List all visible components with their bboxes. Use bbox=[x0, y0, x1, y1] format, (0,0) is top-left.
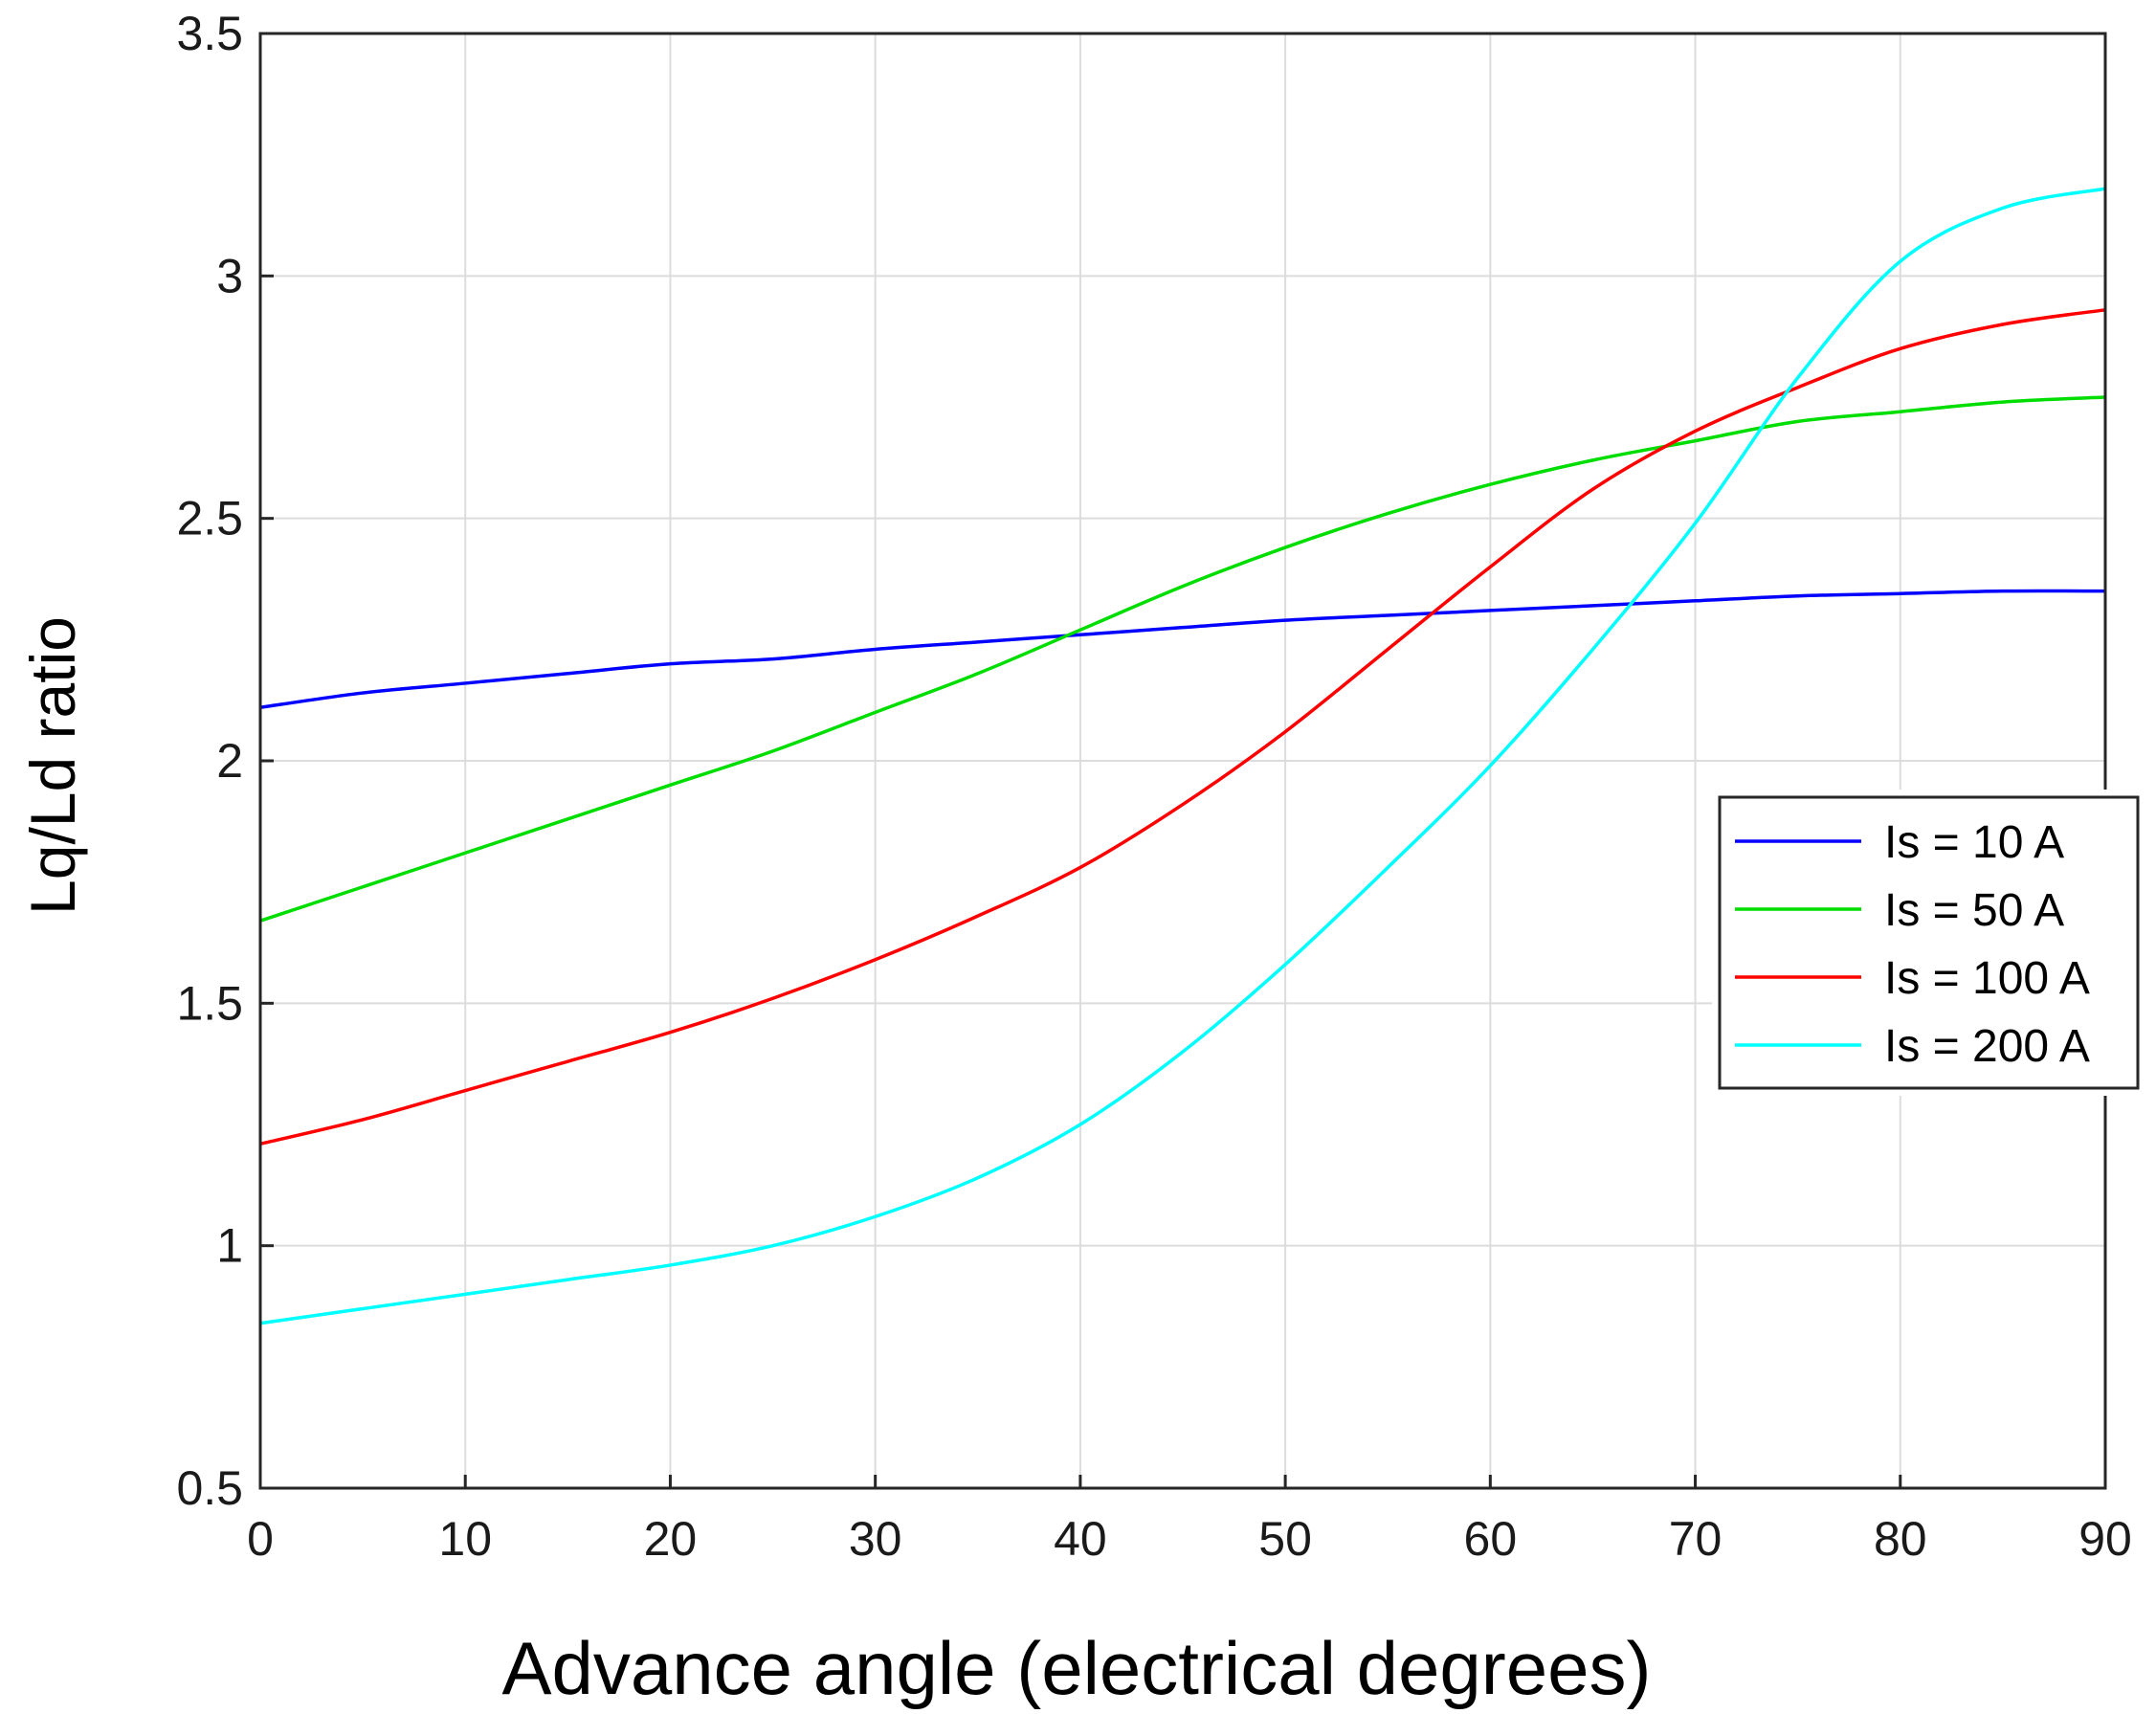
x-tick-label: 60 bbox=[1464, 1512, 1518, 1566]
x-axis-label: Advance angle (electrical degrees) bbox=[501, 1626, 1651, 1710]
x-tick-label: 0 bbox=[247, 1512, 274, 1566]
x-tick-label: 80 bbox=[1874, 1512, 1927, 1566]
y-tick-label: 3.5 bbox=[176, 7, 243, 60]
y-tick-label: 3 bbox=[216, 249, 243, 302]
legend-label-1: Is = 10 A bbox=[1884, 817, 2064, 868]
tick-labels: 0 10 20 30 40 50 60 70 80 90 0.5 1 1.5 2 2.5 3 3.5 bbox=[176, 7, 2131, 1566]
y-tick-label: 2 bbox=[216, 734, 243, 788]
x-tick-label: 70 bbox=[1669, 1512, 1723, 1566]
legend-box bbox=[1718, 795, 2140, 1090]
legend-label-2: Is = 50 A bbox=[1884, 885, 2064, 936]
y-axis-label: Lq/Ld ratio bbox=[17, 616, 88, 915]
legend: Is = 10 A Is = 50 A Is = 100 A Is = 200 A bbox=[1712, 790, 2145, 1096]
series-line-4 bbox=[259, 187, 2106, 1325]
x-tick-label: 10 bbox=[438, 1512, 492, 1566]
x-tick-label: 50 bbox=[1258, 1512, 1312, 1566]
legend-label-3: Is = 100 A bbox=[1884, 953, 2090, 1004]
x-tick-label: 20 bbox=[644, 1512, 698, 1566]
axes bbox=[258, 32, 2107, 1490]
y-tick-label: 2.5 bbox=[176, 492, 243, 545]
x-tick-label: 40 bbox=[1054, 1512, 1107, 1566]
series-line-1 bbox=[259, 589, 2106, 710]
y-tick-label: 1 bbox=[216, 1219, 243, 1273]
y-tick-label: 0.5 bbox=[176, 1461, 243, 1515]
x-tick-label: 30 bbox=[849, 1512, 902, 1566]
series-line-2 bbox=[259, 395, 2106, 923]
y-tick-label: 1.5 bbox=[176, 976, 243, 1030]
x-tick-label: 90 bbox=[2078, 1512, 2132, 1566]
legend-label-4: Is = 200 A bbox=[1884, 1021, 2090, 1072]
series-line-3 bbox=[259, 308, 2106, 1146]
series-lines bbox=[259, 187, 2106, 1325]
